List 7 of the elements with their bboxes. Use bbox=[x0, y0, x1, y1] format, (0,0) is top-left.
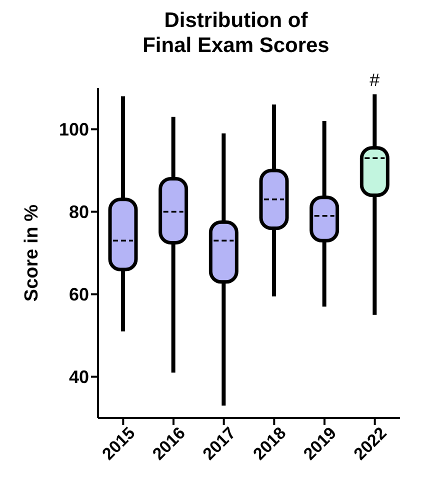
annotation: # bbox=[370, 70, 380, 90]
chart-title: Distribution of Final Exam Scores bbox=[142, 8, 330, 58]
y-tick-label: 80 bbox=[68, 202, 89, 222]
y-tick-label: 100 bbox=[58, 120, 89, 140]
y-tick-label: 60 bbox=[68, 284, 89, 305]
y-tick-label: 40 bbox=[68, 367, 89, 388]
y-axis-title: Score in % bbox=[22, 204, 43, 302]
